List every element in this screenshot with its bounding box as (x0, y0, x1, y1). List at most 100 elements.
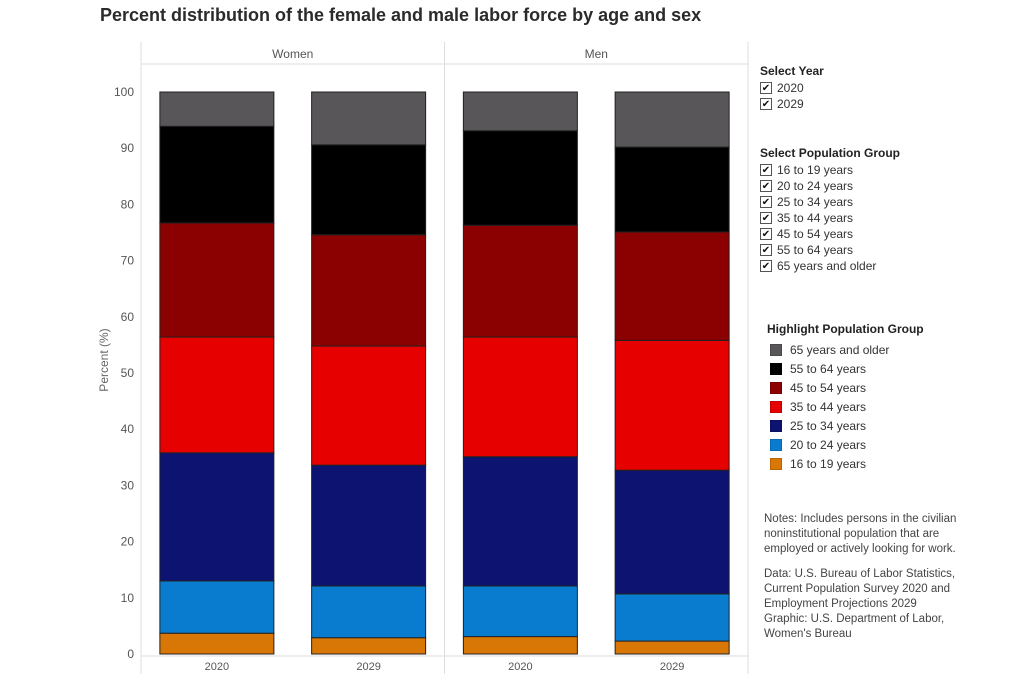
legend-swatch (770, 457, 782, 470)
legend-label: 45 to 54 years (790, 380, 867, 395)
y-tick-label: 20 (121, 535, 135, 549)
population-option[interactable]: ✔ 65 years and older (760, 258, 1010, 274)
highlight-title: Highlight Population Group (767, 322, 924, 336)
legend-label: 20 to 24 years (790, 437, 867, 452)
legend-item[interactable]: 25 to 34 years (770, 416, 1017, 435)
population-option-label: 55 to 64 years (777, 243, 854, 257)
population-option-label: 65 years and older (777, 259, 877, 273)
year-option-label: 2029 (777, 97, 804, 111)
population-option-label: 20 to 24 years (777, 179, 854, 193)
checkbox-icon[interactable]: ✔ (760, 212, 772, 224)
population-option[interactable]: ✔ 25 to 34 years (760, 194, 1010, 210)
highlight-legend: Highlight Population Group 65 years and … (767, 322, 1017, 473)
bar-segment (159, 336, 275, 454)
panel-label: Women (272, 47, 313, 61)
select-population-title: Select Population Group (760, 146, 901, 160)
select-year-filter: Select Year ✔ 2020 ✔ 2029 (760, 64, 1010, 112)
select-population-filter: Select Population Group ✔ 16 to 19 years ✔… (760, 146, 1010, 274)
x-category-label: 2020 (508, 661, 532, 673)
bar-segment (614, 593, 730, 642)
legend-swatch (770, 400, 782, 413)
population-option[interactable]: ✔ 35 to 44 years (760, 210, 1010, 226)
checkbox-icon[interactable]: ✔ (760, 82, 772, 94)
bar-segment (614, 339, 730, 471)
bar-segment (614, 640, 730, 655)
legend-label: 65 years and older (790, 342, 890, 357)
x-category-label: 2029 (356, 661, 380, 673)
legend-swatch (770, 362, 782, 375)
checkbox-icon[interactable]: ✔ (760, 98, 772, 110)
bar-segment (311, 144, 427, 236)
checkbox-icon[interactable]: ✔ (760, 164, 772, 176)
population-option-label: 35 to 44 years (777, 211, 854, 225)
legend-swatch (770, 343, 782, 356)
bar-segment (462, 456, 578, 587)
bar-segment (614, 469, 730, 595)
y-tick-label: 30 (121, 478, 135, 492)
population-option-label: 45 to 54 years (777, 227, 854, 241)
y-tick-label: 90 (121, 141, 135, 155)
bar-segment (311, 234, 427, 347)
bar-segment (462, 130, 578, 226)
y-tick-label: 80 (121, 197, 135, 211)
year-option-label: 2020 (777, 81, 804, 95)
legend-item[interactable]: 65 years and older (770, 340, 1017, 359)
legend-swatch (770, 438, 782, 451)
bar-segment (462, 336, 578, 458)
checkbox-icon[interactable]: ✔ (760, 196, 772, 208)
y-tick-label: 100 (114, 85, 134, 99)
bar-segment (311, 345, 427, 466)
panel-label: Men (585, 47, 608, 61)
bar-segment (462, 224, 578, 338)
bar-segment (311, 637, 427, 655)
legend-label: 25 to 34 years (790, 418, 867, 433)
bar-segment (462, 585, 578, 638)
legend-label: 55 to 64 years (790, 361, 867, 376)
population-option-label: 25 to 34 years (777, 195, 854, 209)
bar-segment (159, 580, 275, 634)
year-option[interactable]: ✔ 2020 (760, 80, 1010, 96)
x-category-label: 2020 (205, 661, 229, 673)
checkbox-icon[interactable]: ✔ (760, 180, 772, 192)
bar-segment (159, 222, 275, 338)
population-option[interactable]: ✔ 16 to 19 years (760, 162, 1010, 178)
y-tick-label: 0 (127, 647, 134, 661)
bar-segment (614, 231, 730, 341)
bar-segment (462, 636, 578, 655)
stacked-bar-chart: 0 10 20 30 40 50 60 70 80 90 100 Percent (%) Women 20… (97, 42, 749, 674)
bar-segment (614, 91, 730, 148)
x-category-label: 2029 (660, 661, 684, 673)
bar-segment (159, 125, 275, 224)
checkbox-icon[interactable]: ✔ (760, 244, 772, 256)
legend-label: 35 to 44 years (790, 399, 867, 414)
legend-item[interactable]: 45 to 54 years (770, 378, 1017, 397)
y-tick-label: 60 (121, 310, 135, 324)
checkbox-icon[interactable]: ✔ (760, 260, 772, 272)
legend-item[interactable]: 16 to 19 years (770, 454, 1017, 473)
select-year-title: Select Year (760, 64, 824, 78)
bar-segment (159, 91, 275, 127)
population-option-label: 16 to 19 years (777, 163, 854, 177)
y-tick-label: 70 (121, 254, 135, 268)
y-axis-title: Percent (%) (97, 328, 111, 391)
notes-text: Notes: Includes persons in the civilian … (764, 513, 957, 555)
population-option[interactable]: ✔ 45 to 54 years (760, 226, 1010, 242)
y-tick-label: 10 (121, 591, 135, 605)
chart-title: Percent distribution of the female and m… (100, 5, 702, 25)
legend-item[interactable]: 20 to 24 years (770, 435, 1017, 454)
bar-segment (159, 452, 275, 582)
source-text: Data: U.S. Bureau of Labor Statistics, C… (764, 568, 956, 640)
population-option[interactable]: ✔ 55 to 64 years (760, 242, 1010, 258)
population-option[interactable]: ✔ 20 to 24 years (760, 178, 1010, 194)
legend-swatch (770, 381, 782, 394)
bar-segment (311, 585, 427, 639)
legend-item[interactable]: 55 to 64 years (770, 359, 1017, 378)
legend-label: 16 to 19 years (790, 456, 867, 471)
checkbox-icon[interactable]: ✔ (760, 228, 772, 240)
bar-segment (614, 146, 730, 233)
year-option[interactable]: ✔ 2029 (760, 96, 1010, 112)
legend-swatch (770, 419, 782, 432)
y-tick-label: 40 (121, 422, 135, 436)
bar-segment (462, 91, 578, 132)
legend-item[interactable]: 35 to 44 years (770, 397, 1017, 416)
